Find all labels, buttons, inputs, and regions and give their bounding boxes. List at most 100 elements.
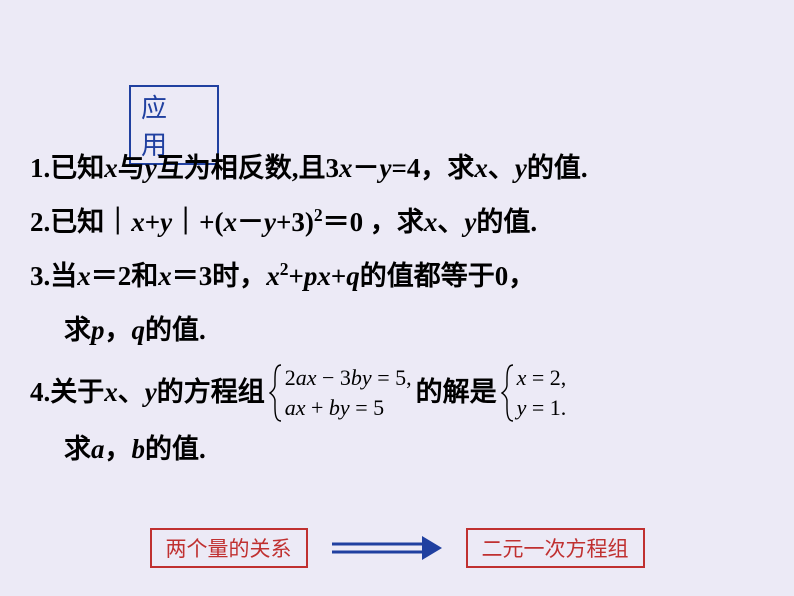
s1r1c: − 3 (317, 365, 351, 390)
p3-p: p (304, 261, 318, 291)
relation-label: 两个量的关系 (166, 538, 292, 561)
problem-4-line1: 4.关于x、y的方程组 2ax − 3by = 5, ax + by = 5 的… (30, 363, 770, 423)
p3-q: q (346, 261, 360, 291)
p2-x: x (131, 207, 145, 237)
p3-tail: 的值都等于0， (360, 261, 536, 291)
p1-t2: 与 (118, 153, 145, 183)
s2r2a: y (517, 395, 527, 420)
p3b-q: q (132, 315, 146, 345)
system-label: 二元一次方程组 (482, 538, 629, 561)
p4b-a: a (91, 434, 105, 464)
p2-shift: +3) (276, 207, 314, 237)
equation-system-2: x = 2, y = 1. (501, 363, 567, 423)
s1r2d: = 5 (350, 395, 384, 420)
p4-y: y (145, 372, 157, 414)
s2r1b: = 2, (526, 365, 566, 390)
p2-and: 、 (437, 207, 464, 237)
p3b-comma: ， (105, 315, 132, 345)
problem-3-line1: 3.当x＝2和x＝3时，x2+px+q的值都等于0， (30, 256, 770, 298)
sys1-row1: 2ax − 3by = 5, (285, 366, 412, 390)
p2-x3: x (424, 207, 438, 237)
p2-sq: 2 (314, 205, 323, 225)
p3-sq: 2 (280, 259, 289, 279)
p1-and: 、 (488, 153, 515, 183)
p2-y2: y (264, 207, 276, 237)
p1-x: x (104, 153, 118, 183)
brace-icon (501, 363, 515, 423)
p3-plus2: + (331, 261, 346, 291)
system-2-rows: x = 2, y = 1. (515, 363, 567, 423)
equation-system-1: 2ax − 3by = 5, ax + by = 5 (269, 363, 412, 423)
p1-ask: 求 (447, 153, 474, 183)
p3-eqA: ＝2 (91, 261, 132, 291)
s1r2b: + (306, 395, 329, 420)
p3-x2: x (158, 261, 172, 291)
p1-y: y (145, 153, 157, 183)
sys2-row1: x = 2, (517, 366, 567, 390)
p1-y3: y (515, 153, 527, 183)
p2-eq0: ＝0 ， (323, 207, 397, 237)
p3-when: 时， (212, 261, 266, 291)
problem-4-line2: 求a，b的值. (30, 429, 770, 471)
p1-end: 的值. (527, 153, 588, 183)
p1-y2: y (379, 153, 391, 183)
p1-number: 1. (30, 153, 50, 183)
p1-x3: x (474, 153, 488, 183)
p3-plus1: + (289, 261, 304, 291)
p3-eqB: ＝3 (172, 261, 213, 291)
p4-after: 的解是 (416, 372, 497, 414)
p4b-end: 的值. (145, 434, 206, 464)
p4b-b: b (132, 434, 146, 464)
arrow-icon (332, 536, 442, 560)
s1r1a: 2 (285, 365, 296, 390)
system-1-rows: 2ax − 3by = 5, ax + by = 5 (283, 363, 412, 423)
p2-x2: x (224, 207, 238, 237)
p2-y3: y (464, 207, 476, 237)
p2-minus: － (237, 207, 264, 237)
s2r1a: x (517, 365, 527, 390)
p1-rhs: =4， (391, 153, 447, 183)
system-box: 二元一次方程组 (466, 528, 645, 568)
p2-ask: 求 (397, 207, 424, 237)
p4-x: x (104, 372, 118, 414)
p3-x1: x (77, 261, 91, 291)
s2r2b: = 1. (526, 395, 566, 420)
p3b-ask: 求 (64, 315, 91, 345)
p2-end: 的值. (476, 207, 537, 237)
sys1-row2: ax + by = 5 (285, 396, 412, 420)
p1-minus: － (352, 153, 379, 183)
p2-t2: ｜+( (172, 207, 223, 237)
p3b-p: p (91, 315, 105, 345)
s1r1d: by (351, 365, 372, 390)
p3-number: 3. (30, 261, 50, 291)
p4b-comma: ， (105, 434, 132, 464)
p4-mid: 的方程组 (157, 372, 265, 414)
problem-1: 1.已知x与y互为相反数,且3x－y=4，求x、y的值. (30, 148, 770, 190)
p3-pre: 当 (50, 261, 77, 291)
p1-x2: x (339, 153, 353, 183)
p2-t1: 已知｜ (50, 207, 131, 237)
p2-y: y (160, 207, 172, 237)
s1r2c: by (329, 395, 350, 420)
p3b-end: 的值. (145, 315, 206, 345)
p4b-ask: 求 (64, 434, 91, 464)
s1r2a: ax (285, 395, 306, 420)
p3-px: x (317, 261, 331, 291)
sys2-row2: y = 1. (517, 396, 567, 420)
p3-and: 和 (131, 261, 158, 291)
problem-3-line2: 求p，q的值. (30, 310, 770, 352)
p3-x3: x (266, 261, 280, 291)
p2-plus: + (145, 207, 160, 237)
p4-and: 、 (118, 372, 145, 414)
p4-pre: 关于 (50, 372, 104, 414)
p2-number: 2. (30, 207, 50, 237)
p4-number: 4. (30, 372, 50, 414)
p1-t1: 已知 (50, 153, 104, 183)
relation-box: 两个量的关系 (150, 528, 308, 568)
p1-coef: 3 (325, 153, 339, 183)
problems-list: 1.已知x与y互为相反数,且3x－y=4，求x、y的值. 2.已知｜x+y｜+(… (30, 148, 770, 483)
brace-icon (269, 363, 283, 423)
summary-row: 两个量的关系 二元一次方程组 (0, 528, 794, 568)
p1-t3: 互为相反数,且 (157, 153, 326, 183)
s1r1e: = 5, (372, 365, 412, 390)
